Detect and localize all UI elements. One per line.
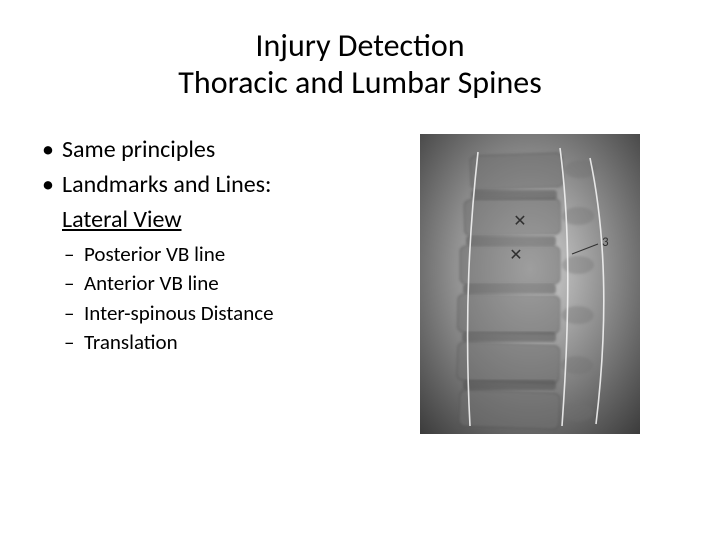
- title-line-1: Injury Detection: [40, 28, 680, 65]
- bullet-text: Inter-spinous Distance: [84, 300, 274, 326]
- bullet-text: Lateral View: [62, 205, 182, 234]
- bullet-lvl1: Landmarks and Lines:: [40, 169, 400, 200]
- bullet-text: Translation: [84, 329, 178, 355]
- bullet-lvl1: Same principles: [40, 134, 400, 165]
- xray-figure: ✕ ✕ 3: [420, 134, 640, 434]
- disc: [463, 380, 556, 390]
- bullet-lvl2: Inter-spinous Distance: [40, 300, 400, 327]
- bullet-text: Posterior VB line: [84, 241, 225, 267]
- title-line-2: Thoracic and Lumbar Spines: [40, 65, 680, 102]
- disc: [462, 332, 556, 342]
- marker-label: 3: [602, 235, 609, 250]
- slide-title: Injury Detection Thoracic and Lumbar Spi…: [40, 28, 680, 102]
- bullet-lvl2: Anterior VB line: [40, 270, 400, 297]
- marker-x-icon: ✕: [509, 246, 522, 265]
- disc: [466, 236, 556, 246]
- slide: Injury Detection Thoracic and Lumbar Spi…: [0, 0, 720, 540]
- bullet-ul: Same principles Landmarks and Lines: Later…: [40, 134, 400, 357]
- bullet-text: Landmarks and Lines:: [62, 170, 271, 199]
- bullet-lvl2: Translation: [40, 329, 400, 356]
- bullet-text: Same principles: [62, 135, 215, 164]
- bullet-text: Anterior VB line: [84, 270, 219, 296]
- content-row: Same principles Landmarks and Lines: Later…: [40, 134, 680, 434]
- xray-svg: ✕ ✕ 3: [420, 134, 640, 434]
- bullet-list: Same principles Landmarks and Lines: Later…: [40, 134, 400, 434]
- bullet-lvl1: Lateral View: [40, 204, 400, 235]
- disc: [463, 284, 556, 294]
- marker-x-icon: ✕: [513, 212, 526, 231]
- bullet-lvl2: Posterior VB line: [40, 241, 400, 268]
